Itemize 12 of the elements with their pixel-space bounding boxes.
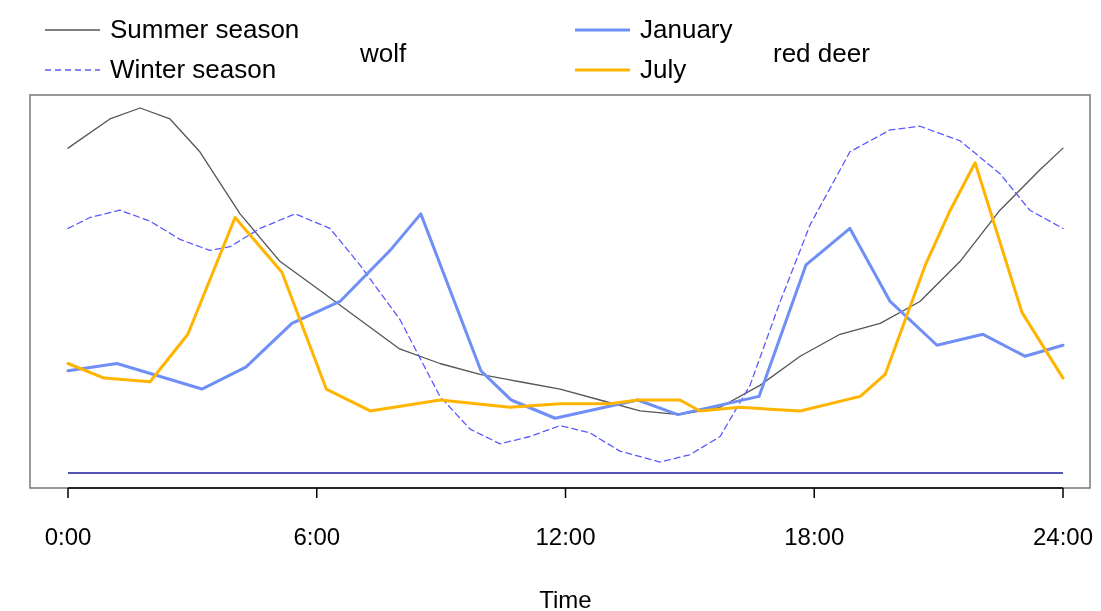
x-tick-label: 12:00 bbox=[535, 523, 596, 550]
legend-label: Summer season bbox=[110, 14, 300, 44]
x-tick-label: 6:00 bbox=[293, 523, 341, 550]
legend-label: Winter season bbox=[110, 54, 277, 84]
x-tick-label: 24:00 bbox=[1032, 523, 1094, 550]
legend-label: July bbox=[640, 54, 687, 84]
x-tick-label: 18:00 bbox=[784, 523, 845, 550]
text: red deer bbox=[773, 38, 871, 68]
x-axis-title: Time bbox=[539, 586, 592, 611]
legend-label: January bbox=[640, 14, 733, 44]
text: wolf bbox=[359, 38, 408, 68]
x-tick-label: 0:00 bbox=[44, 523, 92, 550]
